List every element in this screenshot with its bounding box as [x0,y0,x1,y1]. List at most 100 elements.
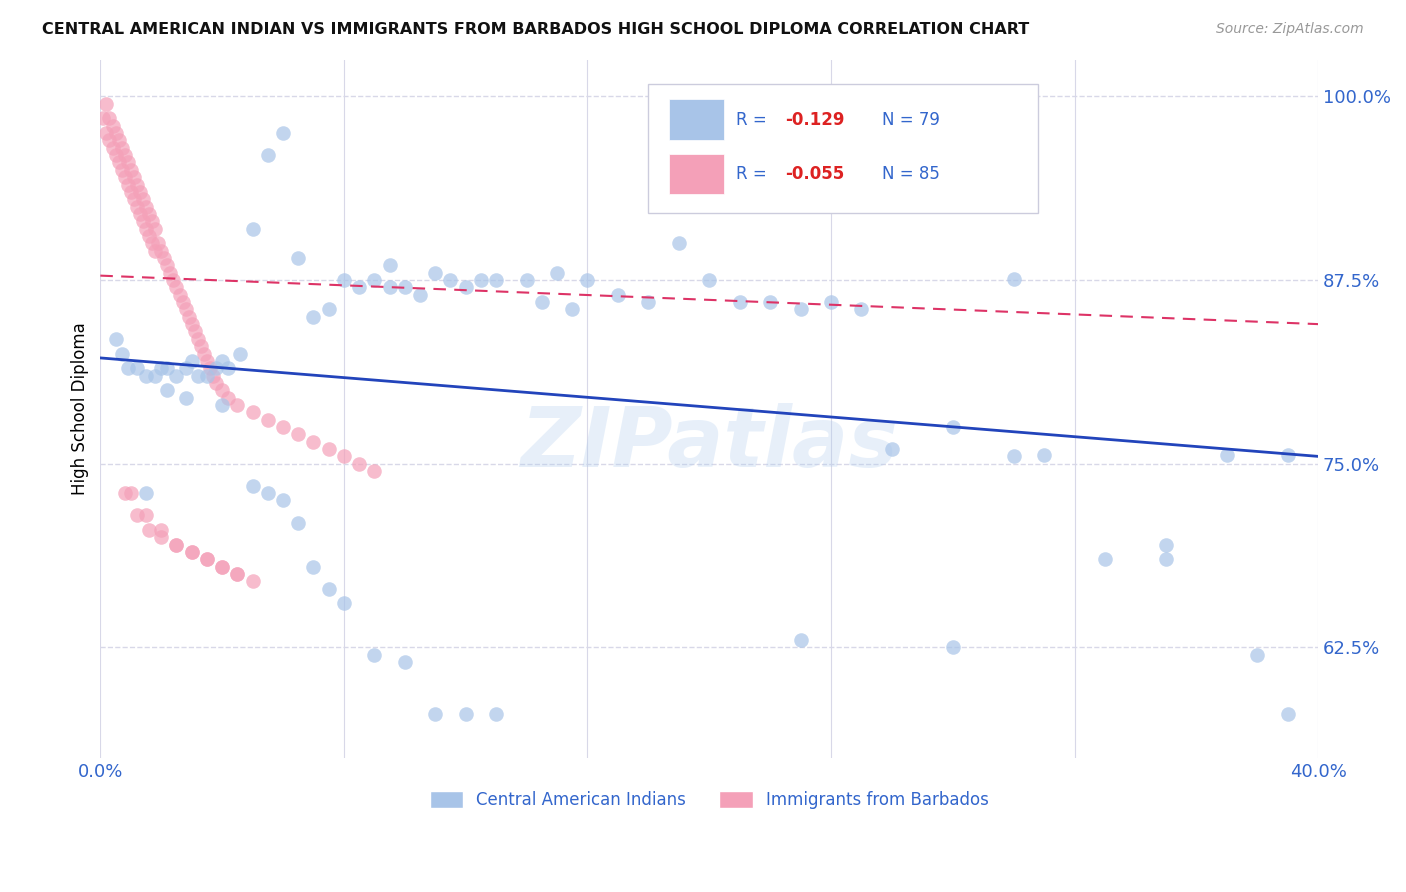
Text: CENTRAL AMERICAN INDIAN VS IMMIGRANTS FROM BARBADOS HIGH SCHOOL DIPLOMA CORRELAT: CENTRAL AMERICAN INDIAN VS IMMIGRANTS FR… [42,22,1029,37]
Point [546,266,568,280]
Point [789,302,811,317]
Point [318,582,340,596]
Point [111,141,134,155]
Point [256,486,278,500]
Point [111,346,134,360]
Point [1216,448,1239,462]
Point [177,310,200,324]
Text: R =: R = [735,165,772,183]
Point [135,486,157,500]
Point [114,486,136,500]
Point [195,354,218,368]
Point [697,273,720,287]
Point [485,706,508,721]
Point [1277,448,1299,462]
Point [606,287,628,301]
Point [174,361,197,376]
Point [104,332,127,346]
Point [180,354,202,368]
Point [409,287,432,301]
Point [122,192,145,206]
Point [470,273,492,287]
Point [135,221,157,235]
Point [120,162,142,177]
Point [211,398,233,412]
Point [132,214,155,228]
Point [242,405,264,419]
Point [166,537,188,551]
Point [485,273,508,287]
Point [942,420,965,434]
Point [98,112,121,126]
Point [302,559,325,574]
Point [789,633,811,648]
Point [135,508,157,523]
Point [125,361,148,376]
Point [211,559,233,574]
Point [271,420,294,434]
Point [530,295,553,310]
Point [96,126,118,140]
Point [226,398,249,412]
Point [1002,271,1025,285]
Point [880,442,903,456]
Point [117,155,139,169]
Point [148,236,170,251]
Point [138,229,160,244]
Point [287,427,309,442]
Point [174,391,197,405]
Point [217,361,239,376]
Point [363,273,385,287]
Point [302,310,325,324]
Point [759,295,782,310]
Point [166,280,188,294]
Point [217,391,239,405]
Point [195,552,218,566]
Text: -0.055: -0.055 [785,165,844,183]
Point [1246,648,1268,662]
Point [318,442,340,456]
Point [141,214,163,228]
Point [129,185,152,199]
Point [242,221,264,235]
Point [439,273,461,287]
Point [150,361,173,376]
Point [516,273,538,287]
Point [156,384,179,398]
Point [1154,537,1177,551]
Text: N = 85: N = 85 [882,165,941,183]
Point [561,302,583,317]
Point [242,479,264,493]
Point [114,170,136,185]
Point [169,287,191,301]
Point [104,126,127,140]
Point [226,566,249,581]
Text: -0.129: -0.129 [785,111,844,128]
Point [242,574,264,589]
Text: R =: R = [735,111,772,128]
Point [728,295,751,310]
Text: N = 79: N = 79 [882,111,941,128]
Point [195,552,218,566]
Point [211,354,233,368]
Point [205,361,228,376]
Point [107,133,129,147]
Point [150,523,173,537]
Point [129,207,152,221]
Bar [669,153,724,194]
Point [820,295,842,310]
Point [150,530,173,544]
Point [190,339,212,353]
Point [1002,450,1025,464]
Point [162,273,184,287]
Point [198,361,221,376]
Point [135,368,157,383]
Point [166,368,188,383]
Point [120,185,142,199]
Point [576,273,599,287]
Point [156,361,179,376]
Point [287,251,309,265]
Point [394,655,416,669]
Point [132,192,155,206]
Point [668,236,690,251]
